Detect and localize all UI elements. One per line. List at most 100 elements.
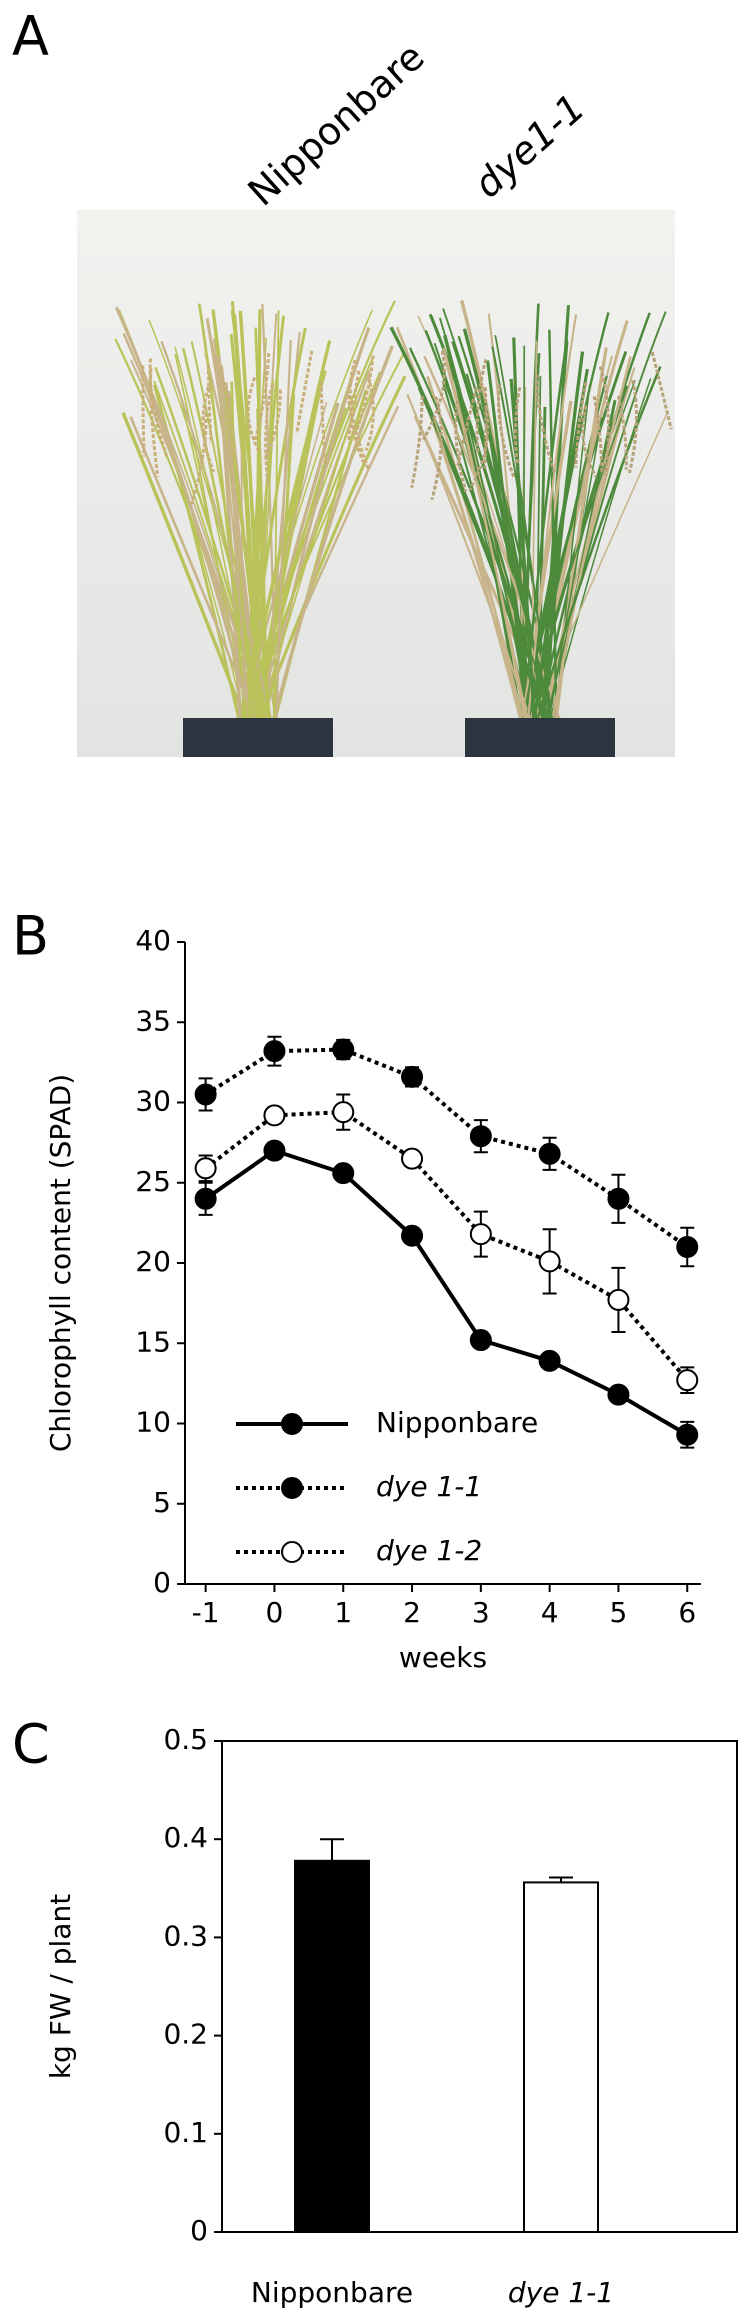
panicle [574, 382, 588, 468]
panicle [598, 366, 610, 476]
pot [465, 718, 615, 757]
panicle [650, 351, 673, 430]
leaf [249, 371, 382, 721]
x-tick-label: Nipponbare [251, 2276, 413, 2309]
legend-label: dye 1-1 [376, 1470, 482, 1503]
photo-label: dye1-1 [466, 85, 594, 206]
photo-label: Nipponbare [240, 34, 433, 214]
panicle [262, 389, 282, 461]
marker [607, 1383, 630, 1406]
panicle [454, 400, 468, 493]
panicle [581, 405, 598, 478]
series-line [204, 1110, 689, 1382]
y-tick-label: 0.5 [163, 1723, 208, 1756]
y-tick-label: 20 [135, 1245, 171, 1278]
leaf [433, 342, 537, 721]
marker [676, 1235, 699, 1258]
leaf [114, 306, 253, 721]
marker [194, 1083, 217, 1106]
x-tick-label: 0 [266, 1596, 284, 1629]
leaf [174, 353, 245, 721]
panicle [218, 370, 234, 466]
marker [401, 1065, 424, 1088]
leaf [230, 310, 272, 721]
leaf [527, 314, 578, 721]
error-bar [320, 1838, 344, 1861]
panicle [497, 384, 516, 479]
leaf [275, 339, 292, 721]
leaf [509, 378, 536, 721]
leaf [245, 337, 268, 721]
y-tick-label: 5 [153, 1486, 171, 1519]
leaf [535, 366, 662, 721]
leaf [271, 345, 394, 721]
panicle [246, 376, 261, 453]
panicle [410, 396, 424, 489]
leaf [524, 380, 636, 721]
marker [332, 1101, 355, 1124]
y-tick-label: 0.2 [163, 2018, 208, 2051]
y-axis-label: Chlorophyll content (SPAD) [44, 1074, 77, 1452]
marker [401, 1224, 424, 1247]
pot [183, 718, 333, 757]
panicle [206, 364, 213, 444]
y-tick-label: 35 [135, 1004, 171, 1037]
panicle [422, 350, 446, 441]
marker [607, 1288, 630, 1311]
leaf [409, 349, 554, 721]
x-tick-label: 4 [541, 1596, 559, 1629]
marker [538, 1349, 561, 1372]
panicle [319, 381, 328, 468]
y-tick-label: 10 [135, 1406, 171, 1439]
marker [194, 1187, 217, 1210]
y-tick-label: 25 [135, 1165, 171, 1198]
leaf [541, 351, 585, 721]
y-tick-label: 40 [135, 924, 171, 957]
leaf [494, 334, 552, 721]
leaf [197, 303, 247, 721]
leaf [272, 310, 280, 721]
leaf [395, 326, 522, 721]
marker [332, 1162, 355, 1185]
panicle [616, 395, 628, 470]
marker [607, 1187, 630, 1210]
panicle [535, 374, 557, 475]
panicle [355, 355, 375, 432]
series-line [204, 1148, 689, 1437]
marker [263, 1139, 286, 1162]
marker [194, 1157, 217, 1180]
panicle [253, 353, 270, 443]
y-tick-label: 0.4 [163, 1821, 208, 1854]
leaf [239, 405, 260, 721]
y-tick-label: 30 [135, 1085, 171, 1118]
leaf [212, 338, 250, 721]
plot-frame [221, 1740, 738, 2233]
leaf [181, 347, 259, 721]
x-axis-label: weeks [399, 1641, 487, 1674]
panel-label: A [12, 5, 49, 68]
bar [294, 1859, 370, 2233]
x-tick-label: 2 [403, 1596, 421, 1629]
panicle [148, 358, 169, 460]
x-tick-label: dye 1-1 [508, 2276, 614, 2309]
leaf [545, 311, 667, 721]
photo [77, 210, 675, 757]
panicle [483, 387, 488, 469]
legend-marker [281, 1413, 303, 1435]
panel-label: B [12, 905, 49, 968]
panicle [295, 350, 314, 435]
y-tick-label: 0 [190, 2214, 208, 2247]
leaf [190, 341, 261, 721]
y-tick-label: 0 [153, 1566, 171, 1599]
panicle [264, 383, 275, 488]
panicle [592, 396, 604, 472]
marker [401, 1147, 424, 1170]
y-tick-label: 0.3 [163, 1919, 208, 1952]
legend-label: dye 1-2 [376, 1534, 482, 1567]
panicle [141, 365, 146, 457]
leaf [432, 416, 530, 721]
marker [538, 1142, 561, 1165]
panicle [513, 387, 522, 465]
panicle [347, 394, 367, 467]
legend-marker [281, 1541, 303, 1563]
